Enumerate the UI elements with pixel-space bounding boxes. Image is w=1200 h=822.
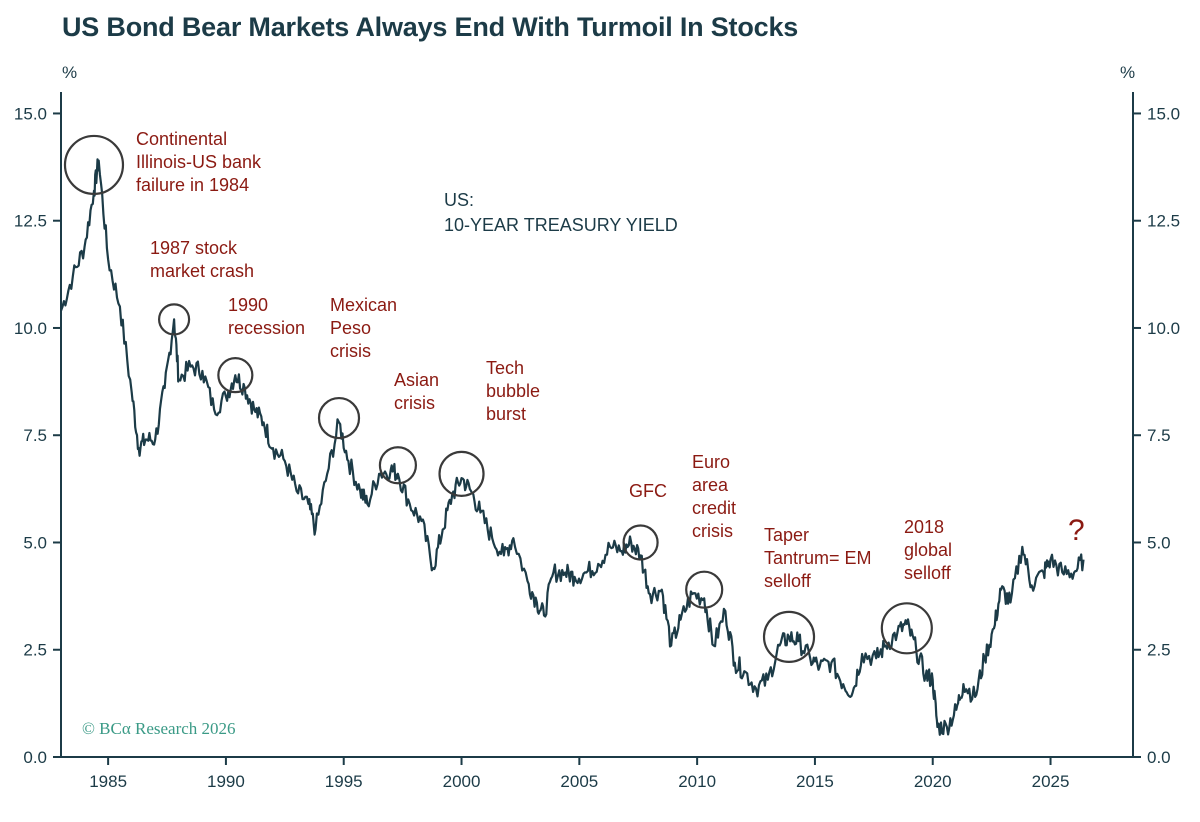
annotation-circle <box>378 446 418 485</box>
annotation-label: selloff <box>764 571 812 591</box>
series-label-line-1: US: <box>444 190 474 210</box>
y-tick-label-right: 12.5 <box>1147 212 1180 231</box>
annotation-label: crisis <box>692 521 733 541</box>
x-tick-label: 2015 <box>796 772 834 791</box>
y-tick-label-right: 5.0 <box>1147 533 1171 552</box>
series-label-line-2: 10-YEAR TREASURY YIELD <box>444 215 678 235</box>
x-tick-label: 1985 <box>89 772 127 791</box>
annotation-label: crisis <box>330 341 371 361</box>
x-ticks: 1985 1990 1995 2000 2005 2010 2015 2020 2025 <box>89 757 1069 791</box>
x-tick-label: 2000 <box>443 772 481 791</box>
annotation-label: Continental <box>136 129 227 149</box>
left-unit-label: % <box>62 63 77 82</box>
question-mark-annotation: ? <box>1068 514 1085 547</box>
x-tick-label: 2005 <box>560 772 598 791</box>
y-ticks: 0.0 0.0 2.5 2.5 5.0 5.0 7.5 7.5 10.0 10.0 12.5 12.5… <box>14 104 1180 767</box>
annotation-circle <box>880 602 933 655</box>
annotation-label: credit <box>692 498 736 518</box>
annotation-label: Tech <box>486 358 524 378</box>
annotation-circle <box>63 134 125 196</box>
annotation-circle <box>157 303 191 336</box>
y-tick-label-left: 0.0 <box>23 748 47 767</box>
x-tick-label: 2020 <box>914 772 952 791</box>
chart-title: US Bond Bear Markets Always End With Tur… <box>62 12 799 42</box>
annotation-circle <box>438 450 485 497</box>
annotation-label: Asian <box>394 370 439 390</box>
chart-axes <box>60 92 1134 758</box>
annotation-label: market crash <box>150 261 254 281</box>
annotation-circle <box>317 396 361 440</box>
y-tick-label-left: 5.0 <box>23 533 47 552</box>
x-tick-label: 2025 <box>1032 772 1070 791</box>
annotation-label: burst <box>486 404 526 424</box>
annotation-label: global <box>904 540 952 560</box>
annotation-circle <box>217 357 254 394</box>
copyright-credit: © BCα Research 2026 <box>82 719 236 738</box>
x-tick-label: 1995 <box>325 772 363 791</box>
annotation-circle <box>622 524 659 561</box>
annotation-label: area <box>692 475 729 495</box>
y-tick-label-left: 7.5 <box>23 426 47 445</box>
annotation-label: Taper <box>764 525 809 545</box>
y-tick-label-right: 10.0 <box>1147 319 1180 338</box>
annotation-label: failure in 1984 <box>136 175 249 195</box>
annotation-label: 1990 <box>228 295 268 315</box>
annotation-label: Euro <box>692 452 730 472</box>
annotation-label: 2018 <box>904 517 944 537</box>
y-tick-label-left: 15.0 <box>14 104 47 123</box>
x-tick-label: 1990 <box>207 772 245 791</box>
y-tick-label-right: 7.5 <box>1147 426 1171 445</box>
y-tick-label-right: 2.5 <box>1147 641 1171 660</box>
x-tick-label: 2010 <box>678 772 716 791</box>
annotation-label: recession <box>228 318 305 338</box>
annotation-label: crisis <box>394 393 435 413</box>
annotation-label: Mexican <box>330 295 397 315</box>
event-annotations: Continental Illinois-US bank failure in 19… <box>63 129 952 663</box>
annotation-circle <box>762 610 816 663</box>
annotation-label: Illinois-US bank <box>136 152 262 172</box>
y-tick-label-right: 15.0 <box>1147 104 1180 123</box>
annotation-label: bubble <box>486 381 540 401</box>
y-tick-label-left: 10.0 <box>14 319 47 338</box>
annotation-label: selloff <box>904 563 952 583</box>
annotation-label: GFC <box>629 481 667 501</box>
y-tick-label-left: 2.5 <box>23 641 47 660</box>
annotation-label: Peso <box>330 318 371 338</box>
annotation-label: Tantrum= EM <box>764 548 872 568</box>
y-tick-label-right: 0.0 <box>1147 748 1171 767</box>
annotation-circle <box>685 570 724 609</box>
annotation-label: 1987 stock <box>150 238 238 258</box>
y-tick-label-left: 12.5 <box>14 212 47 231</box>
treasury-yield-line <box>59 158 1085 736</box>
right-unit-label: % <box>1120 63 1135 82</box>
